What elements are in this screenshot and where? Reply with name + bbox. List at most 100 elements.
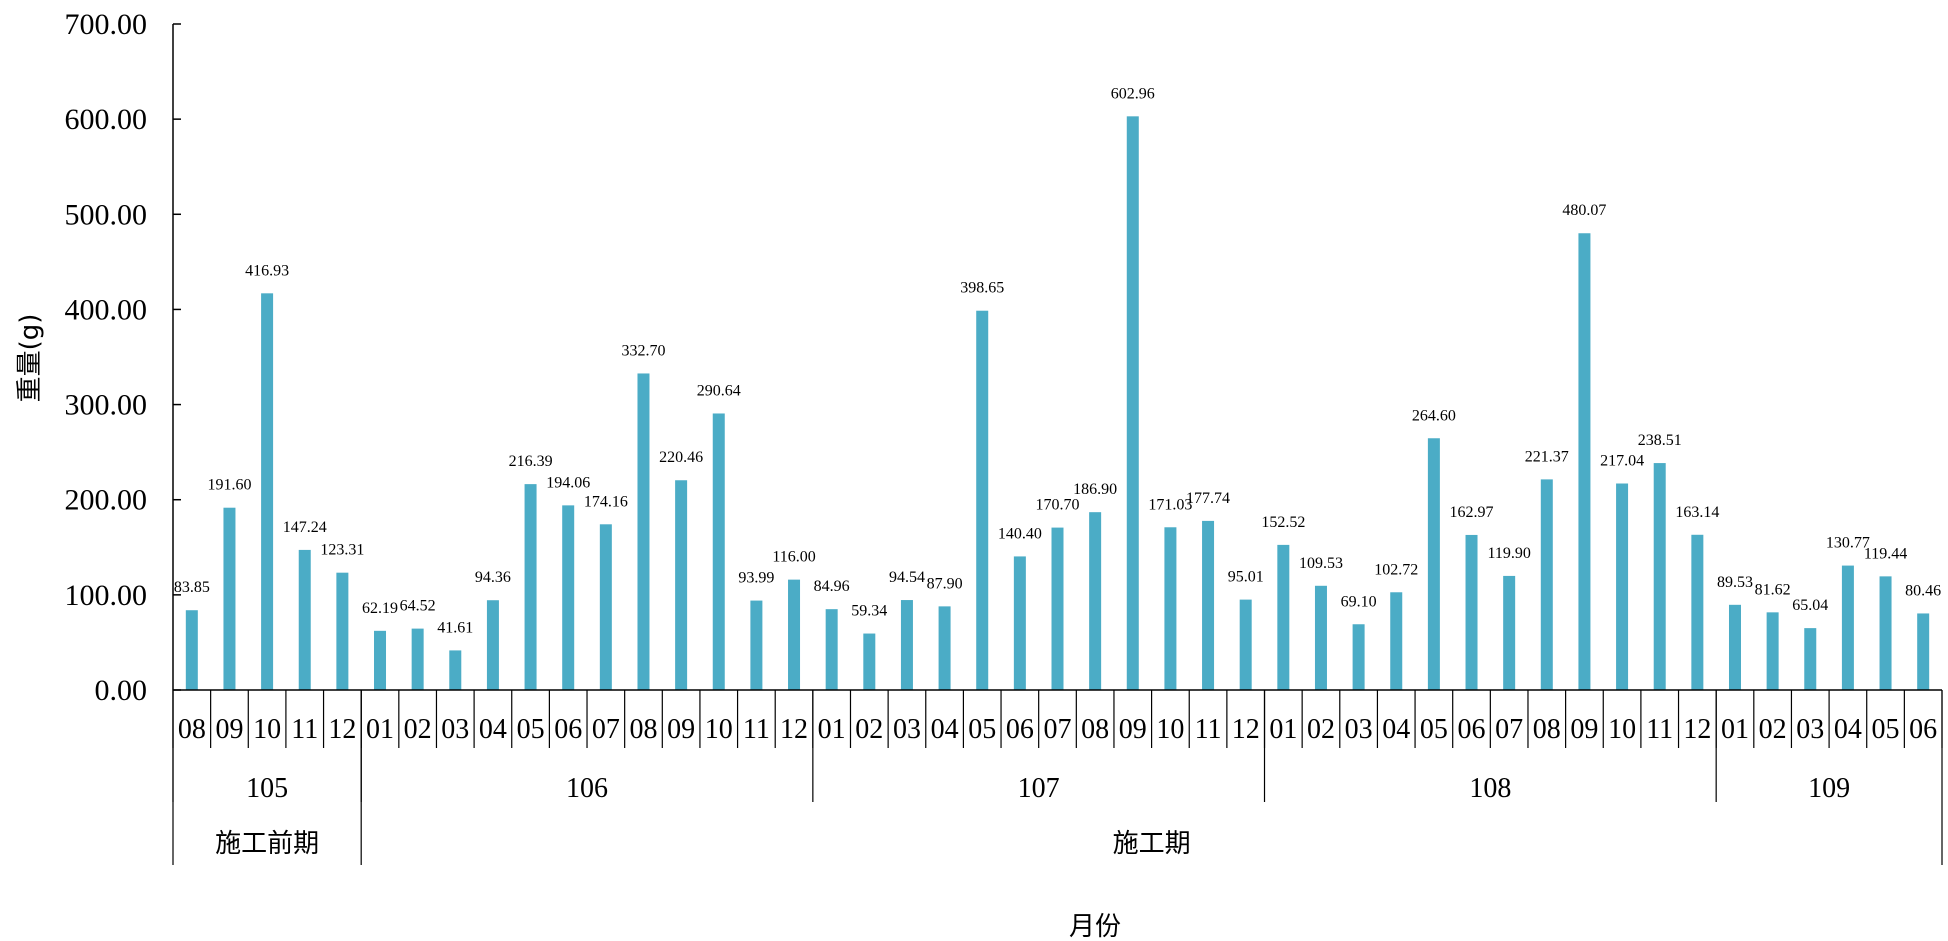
data-label: 170.70 — [1036, 497, 1080, 514]
bar — [1314, 585, 1327, 690]
bar — [1239, 599, 1252, 690]
month-label: 05 — [1420, 714, 1448, 745]
month-label: 11 — [1646, 714, 1673, 745]
month-label: 04 — [1834, 714, 1862, 745]
month-label: 01 — [366, 714, 394, 745]
y-tick-label: 400.00 — [65, 293, 148, 326]
y-tick-label: 300.00 — [65, 389, 148, 422]
month-label: 11 — [743, 714, 770, 745]
bar — [1126, 116, 1139, 690]
month-label: 10 — [1608, 714, 1636, 745]
month-label: 06 — [1909, 714, 1937, 745]
bar — [1277, 544, 1290, 690]
bar — [863, 633, 876, 690]
bars — [185, 116, 1930, 690]
month-label: 07 — [592, 714, 620, 745]
data-label: 216.39 — [509, 453, 553, 470]
month-label: 11 — [291, 714, 318, 745]
month-label: 02 — [1759, 714, 1787, 745]
data-label: 220.46 — [659, 449, 703, 466]
bar — [1352, 624, 1365, 690]
month-label: 08 — [1533, 714, 1561, 745]
month-label: 02 — [855, 714, 883, 745]
data-label: 65.04 — [1792, 597, 1828, 614]
bar — [1841, 565, 1854, 690]
bar — [1616, 483, 1629, 690]
bar — [900, 600, 913, 690]
x-axis: 08 09 10 11 12 01 02 03 04 05 06 07 08 09 10 11 12 01 02 03… — [172, 689, 1943, 865]
data-label: 119.44 — [1864, 545, 1907, 562]
year-label: 107 — [1018, 773, 1060, 804]
year-label: 108 — [1469, 773, 1511, 804]
data-label: 398.65 — [960, 280, 1004, 297]
data-label: 480.07 — [1562, 202, 1606, 219]
bar — [261, 293, 274, 690]
bar — [1578, 233, 1591, 690]
data-label: 238.51 — [1638, 432, 1682, 449]
month-label: 06 — [554, 714, 582, 745]
bar — [599, 524, 612, 690]
bar — [750, 600, 763, 690]
data-label: 290.64 — [697, 382, 741, 399]
data-label: 140.40 — [998, 525, 1042, 542]
bar — [1013, 556, 1026, 690]
data-label: 162.97 — [1450, 504, 1494, 521]
data-label: 87.90 — [927, 575, 963, 592]
month-label: 11 — [1195, 714, 1222, 745]
year-label: 109 — [1808, 773, 1850, 804]
year-label: 105 — [246, 773, 288, 804]
bar — [223, 507, 236, 690]
bar — [1164, 527, 1177, 690]
year-label: 106 — [566, 773, 608, 804]
bar — [712, 413, 725, 690]
data-label: 130.77 — [1826, 535, 1870, 552]
bar — [675, 480, 688, 690]
month-label: 08 — [629, 714, 657, 745]
bar — [976, 310, 989, 690]
month-label: 07 — [1495, 714, 1523, 745]
bar — [825, 609, 838, 690]
data-label: 163.14 — [1675, 504, 1719, 521]
data-label: 80.46 — [1905, 582, 1941, 599]
month-label: 10 — [705, 714, 733, 745]
month-label: 12 — [780, 714, 808, 745]
month-label: 05 — [968, 714, 996, 745]
bar — [1804, 628, 1817, 690]
data-label: 109.53 — [1299, 555, 1343, 572]
data-label: 95.01 — [1228, 569, 1264, 586]
month-label: 09 — [667, 714, 695, 745]
bar — [1728, 604, 1741, 690]
data-label: 41.61 — [437, 619, 473, 636]
month-label: 08 — [1081, 714, 1109, 745]
data-label: 171.03 — [1148, 496, 1192, 513]
month-label: 09 — [1570, 714, 1598, 745]
data-label: 69.10 — [1341, 593, 1377, 610]
month-label: 06 — [1458, 714, 1486, 745]
y-tick-label: 0.00 — [95, 674, 148, 707]
bar — [298, 549, 311, 690]
data-label: 84.96 — [814, 578, 850, 595]
month-label: 05 — [1872, 714, 1900, 745]
data-label: 123.31 — [320, 542, 364, 559]
data-label: 93.99 — [738, 570, 774, 587]
month-label: 03 — [1796, 714, 1824, 745]
bar — [486, 600, 499, 690]
month-label: 03 — [1345, 714, 1373, 745]
month-label: 12 — [1232, 714, 1260, 745]
bar — [938, 606, 951, 690]
data-label: 186.90 — [1073, 481, 1117, 498]
bar — [1051, 527, 1064, 690]
month-label: 03 — [441, 714, 469, 745]
bar — [1202, 520, 1215, 690]
data-label: 221.37 — [1525, 448, 1569, 465]
data-label: 94.54 — [889, 569, 925, 586]
data-label: 83.85 — [174, 579, 210, 596]
month-label: 10 — [253, 714, 281, 745]
data-label: 62.19 — [362, 600, 398, 617]
data-label: 602.96 — [1111, 85, 1155, 102]
y-axis: 0.00 100.00 200.00 300.00 400.00 500.00 600.00… — [65, 8, 181, 707]
month-label: 03 — [893, 714, 921, 745]
bar — [1427, 438, 1440, 690]
month-label: 07 — [1044, 714, 1072, 745]
month-label: 12 — [1683, 714, 1711, 745]
